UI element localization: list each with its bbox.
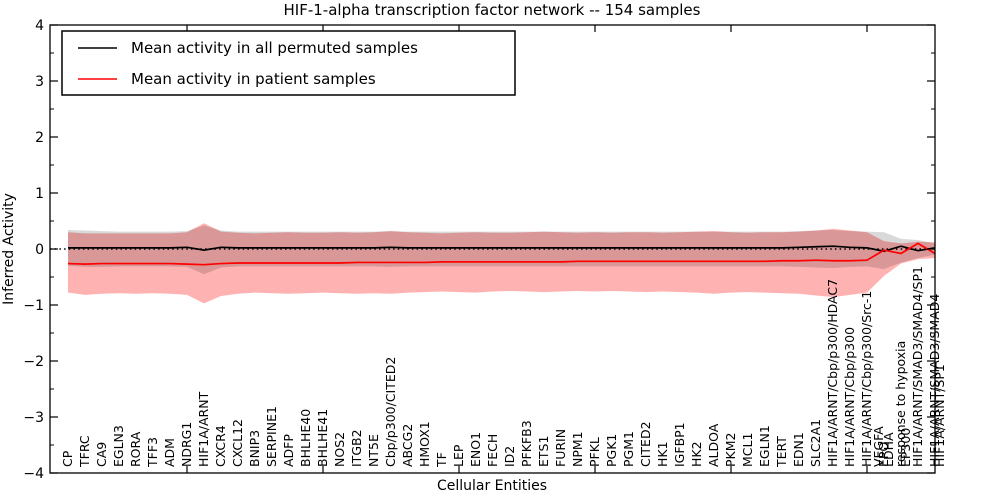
- x-tick-label: EP300: [898, 428, 913, 467]
- x-tick-label: ABCG2: [400, 424, 415, 467]
- x-tick-label: PFKL: [587, 437, 602, 467]
- x-tick-label: ETS1: [536, 436, 551, 467]
- x-tick-label: CA9: [94, 442, 109, 467]
- x-tick-label: response to hypoxia: [893, 341, 908, 467]
- x-tick-label: ID2: [502, 446, 517, 467]
- x-tick-label: HIF1A/ARNT/Cbp/p300/HDAC7: [825, 279, 840, 467]
- x-tick-label: NPM1: [570, 431, 585, 467]
- x-tick-label: CP: [60, 450, 75, 467]
- x-tick-label: HMOX1: [417, 421, 432, 467]
- x-tick-label: ADFP: [281, 434, 296, 467]
- x-tick-label: EGLN3: [111, 425, 126, 467]
- x-tick-label: BNIP3: [247, 430, 262, 467]
- x-tick-label: NT5E: [366, 434, 381, 467]
- y-tick-label: 3: [35, 74, 44, 90]
- y-tick-label: −1: [23, 298, 44, 314]
- x-tick-label: EPO: [876, 442, 891, 467]
- permuted-mean-line: [68, 245, 936, 253]
- x-tick-label: PKM2: [723, 433, 738, 467]
- x-tick-label: PGK1: [604, 434, 619, 467]
- y-tick-label: −2: [23, 354, 44, 370]
- x-tick-label: BHLHE40: [298, 409, 313, 467]
- x-tick-label: RORA: [128, 431, 143, 467]
- y-tick-label: 0: [35, 242, 44, 258]
- x-tick-label: TFRC: [77, 435, 92, 468]
- y-tick-label: 4: [35, 18, 44, 34]
- y-tick-label: 1: [35, 186, 44, 202]
- x-tick-label: ITGB2: [349, 429, 364, 467]
- x-tick-label: NOS2: [332, 432, 347, 467]
- x-tick-label: FURIN: [553, 429, 568, 467]
- x-tick-label: HIF1A/ARNT/SP1: [932, 364, 947, 467]
- x-tick-label: ALDOA: [706, 423, 721, 467]
- patient-mean-line: [67, 242, 936, 266]
- x-tick-label: EGLN1: [757, 425, 772, 467]
- x-tick-label: HK1: [655, 441, 670, 467]
- x-tick-label: MCL1: [740, 433, 755, 467]
- x-tick-label: HIF1A/ARNT/Cbp/p300/Src-1: [859, 291, 874, 467]
- y-tick-label: −4: [23, 466, 44, 482]
- y-tick-label: 2: [35, 130, 44, 146]
- legend-label-patient: Mean activity in patient samples: [131, 70, 376, 88]
- x-tick-label: ENO1: [468, 432, 483, 467]
- x-tick-label: CITED2: [638, 421, 653, 467]
- x-tick-label: PGM1: [621, 431, 636, 467]
- x-tick-label: EDN1: [791, 432, 806, 467]
- x-tick-label: LDHA: [881, 432, 896, 467]
- x-tick-label: NDRG1: [179, 422, 194, 467]
- x-tick-label: TFF3: [145, 437, 160, 468]
- x-tick-label: CXCL12: [230, 419, 245, 467]
- x-tick-label: PFKFB3: [519, 420, 534, 467]
- patient-band: [68, 223, 935, 304]
- x-tick-label: ADM: [162, 438, 177, 467]
- legend: Mean activity in all permuted samples Me…: [61, 30, 516, 96]
- x-tick-label: BHLHE41: [315, 409, 330, 467]
- legend-label-permuted: Mean activity in all permuted samples: [131, 39, 418, 57]
- chart-title: HIF-1-alpha transcription factor network…: [284, 1, 701, 19]
- x-tick-label: SERPINE1: [264, 406, 279, 467]
- x-tick-label: HIF1A/ARNT/Cbp/p300: [842, 327, 857, 467]
- x-tick-label: HIF1A/ARNT/SMAD3/SMAD4/SP1: [910, 266, 925, 467]
- x-tick-label: IGFBP1: [672, 422, 687, 467]
- y-tick-label: −3: [23, 410, 44, 426]
- x-tick-label: TERT: [774, 436, 789, 468]
- y-axis-label: Inferred Activity: [1, 193, 17, 305]
- x-tick-label: TF: [434, 452, 449, 468]
- legend-box: [61, 30, 516, 96]
- axes-frame: [49, 24, 936, 474]
- x-tick-label: CXCR4: [213, 425, 228, 467]
- x-tick-label: HIF1A/ARNT: [196, 391, 211, 467]
- x-tick-label: HK2: [689, 441, 704, 467]
- x-tick-label: VEGFA: [871, 426, 886, 467]
- x-tick-label: FECH: [485, 434, 500, 467]
- plot-area: −4 −3 −2 −1 0 1 2 3 4 CP TFRC CA9 EGLN3 RORA TFF3 ADM ND…: [23, 18, 947, 482]
- x-tick-label: LEP: [451, 444, 466, 467]
- x-axis-label: Cellular Entities: [437, 478, 547, 494]
- x-tick-label: SLC2A1: [808, 419, 823, 467]
- x-tick-label: Cbp/p300/CITED2: [383, 357, 398, 467]
